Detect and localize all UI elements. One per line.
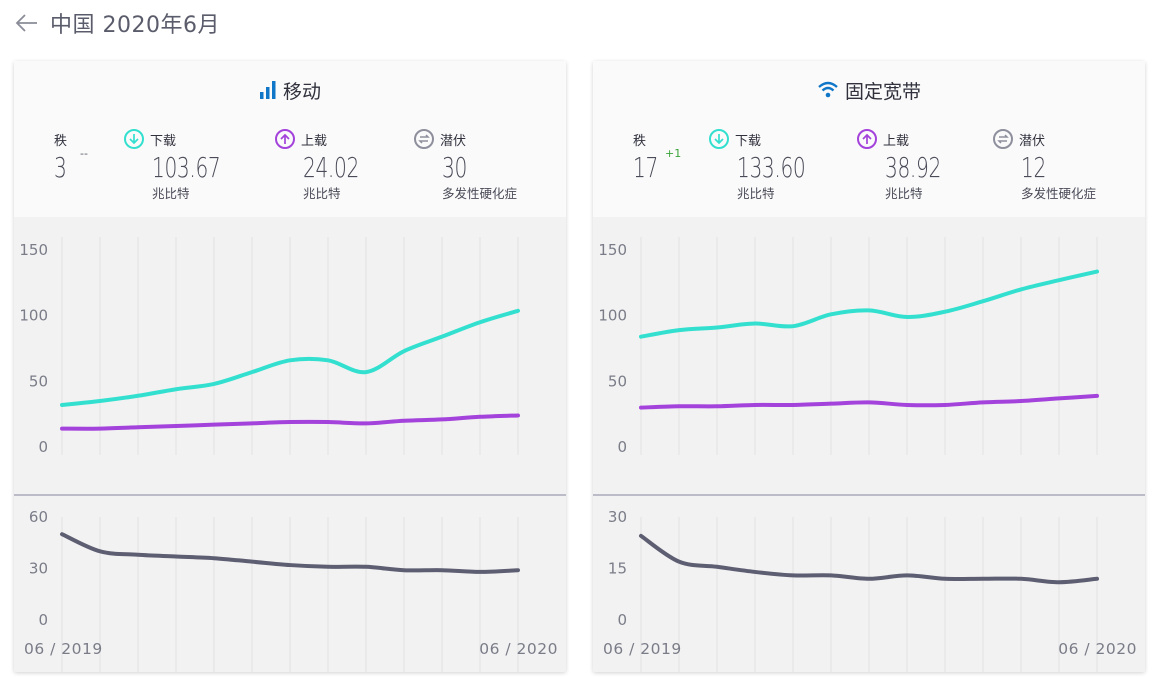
latency-tick-label: 60	[29, 508, 48, 526]
latency-unit: 多发性硬化症	[1021, 186, 1097, 201]
latency-tick-label: 30	[608, 508, 627, 526]
download-label: 下载	[150, 133, 177, 149]
date-start: 06 / 2019	[603, 640, 682, 658]
date-end: 06 / 2020	[479, 640, 558, 658]
card-fixed: 固定宽带秩 17 +1 下载 133.60 兆比特 上载 38.92 兆比特 潜伏 12 多发性硬化症…	[593, 61, 1145, 672]
latency-value: 12	[1021, 151, 1046, 184]
upload-arrow-icon	[275, 129, 295, 149]
speed-tick-label: 50	[608, 372, 627, 390]
page-title: 中国 2020年6月	[50, 13, 220, 38]
speed-tick-label: 50	[29, 372, 48, 390]
card-summary: 移动秩 3 -- 下载 103.67 兆比特 上载 24.02 兆比特 潜伏 30 多发性硬化症	[14, 61, 566, 217]
chart-area: 0 50 100 150 0 15 30	[593, 237, 1145, 672]
speed-tick-label: 150	[598, 241, 627, 259]
page-header: 中国 2020年6月	[14, 6, 220, 40]
download-arrow-icon	[124, 129, 144, 149]
speed-tick-label: 0	[38, 438, 48, 456]
rank-change: +1	[665, 147, 682, 160]
latency-stat: 潜伏 12 多发性硬化症	[993, 129, 1096, 202]
chart-area: 0 50 100 150 0 30 60	[14, 237, 566, 672]
upload-stat: 上载 24.02 兆比特	[275, 129, 381, 202]
download-unit: 兆比特	[152, 186, 190, 201]
upload-label: 上载	[883, 133, 910, 149]
upload-value: 24.02	[303, 151, 359, 184]
latency-tick-label: 0	[617, 611, 627, 629]
speed-tick-label: 150	[19, 241, 48, 259]
latency-line	[60, 532, 520, 574]
latency-tick-label: 30	[29, 560, 48, 578]
card-title-text: 固定宽带	[844, 80, 921, 103]
back-button[interactable]	[14, 10, 40, 36]
latency-value: 30	[442, 151, 467, 184]
download-stat: 下载 133.60 兆比特	[709, 129, 832, 202]
latency-line	[639, 533, 1099, 585]
download-value: 103.67	[152, 151, 221, 184]
download-line	[60, 308, 520, 407]
speed-tick-label: 100	[598, 307, 627, 325]
card-title-text: 移动	[282, 80, 321, 103]
upload-line	[639, 393, 1099, 410]
upload-unit: 兆比特	[885, 186, 923, 201]
card-title: 固定宽带	[593, 75, 1145, 105]
download-value: 133.60	[737, 151, 806, 184]
latency-tick-label: 15	[608, 560, 627, 578]
latency-label: 潜伏	[1019, 133, 1046, 149]
download-label: 下载	[735, 133, 762, 149]
signal-bars-icon	[259, 80, 277, 100]
latency-tick-label: 0	[38, 611, 48, 629]
arrow-left-icon	[15, 14, 37, 32]
latency-stat: 潜伏 30 多发性硬化症	[414, 129, 517, 202]
rank-value: 3	[54, 151, 67, 184]
upload-label: 上载	[301, 133, 328, 149]
download-unit: 兆比特	[737, 186, 775, 201]
download-line	[639, 269, 1099, 339]
latency-icon	[993, 129, 1013, 149]
rank-change: --	[80, 147, 88, 160]
card-mobile: 移动秩 3 -- 下载 103.67 兆比特 上载 24.02 兆比特 潜伏 30 多发性硬化症 0 50…	[14, 61, 566, 672]
latency-icon	[414, 129, 434, 149]
speed-tick-label: 100	[19, 307, 48, 325]
latency-label: 潜伏	[440, 133, 467, 149]
download-stat: 下载 103.67 兆比特	[124, 129, 247, 202]
upload-unit: 兆比特	[303, 186, 341, 201]
date-end: 06 / 2020	[1058, 640, 1137, 658]
wifi-icon	[817, 81, 839, 99]
upload-arrow-icon	[857, 129, 877, 149]
date-start: 06 / 2019	[24, 640, 103, 658]
upload-line	[60, 413, 520, 431]
rank-label: 秩	[633, 133, 647, 149]
download-arrow-icon	[709, 129, 729, 149]
rank-label: 秩	[54, 133, 68, 149]
card-summary: 固定宽带秩 17 +1 下载 133.60 兆比特 上载 38.92 兆比特 潜伏 12 多发性硬化症	[593, 61, 1145, 217]
latency-unit: 多发性硬化症	[442, 186, 518, 201]
rank-stat: 秩 17	[633, 129, 668, 183]
rank-value: 17	[633, 151, 658, 184]
speed-tick-label: 0	[617, 438, 627, 456]
upload-stat: 上载 38.92 兆比特	[857, 129, 963, 202]
upload-value: 38.92	[885, 151, 941, 184]
card-title: 移动	[14, 75, 566, 105]
